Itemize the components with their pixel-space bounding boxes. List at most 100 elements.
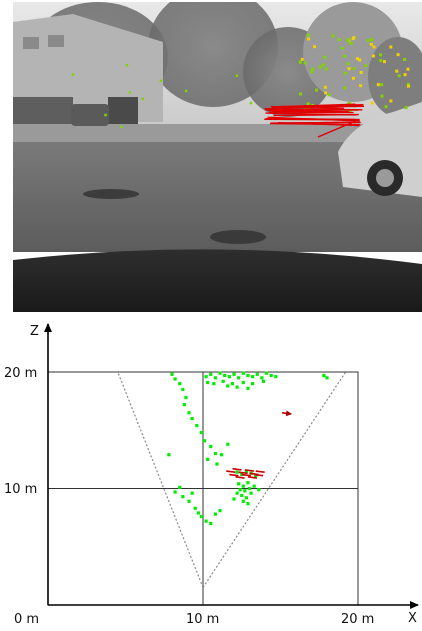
plot-grid	[47, 371, 359, 606]
flow-feature	[141, 97, 144, 101]
flow-feature	[359, 84, 363, 88]
flow-feature	[324, 67, 328, 71]
flow-feature	[379, 59, 383, 63]
flow-vector-moving	[265, 118, 360, 121]
z-axis-label: Z	[30, 324, 39, 339]
flow-feature	[311, 67, 315, 71]
static-point	[226, 442, 230, 446]
static-point	[187, 499, 191, 503]
distant-car	[71, 104, 109, 126]
flow-feature	[371, 54, 375, 58]
static-point	[206, 457, 210, 461]
parked-car	[338, 102, 422, 197]
static-point	[218, 371, 222, 375]
flow-feature	[383, 60, 387, 64]
static-point	[178, 382, 182, 386]
flow-feature	[307, 37, 311, 41]
static-point	[244, 496, 248, 500]
static-point	[232, 372, 236, 376]
x-tick-0: 0 m	[14, 612, 39, 627]
static-point	[255, 372, 259, 376]
static-point	[226, 384, 230, 388]
flow-feature	[389, 99, 393, 103]
flow-feature	[313, 45, 317, 49]
flow-feature	[397, 74, 401, 78]
x-tick-10: 10 m	[186, 612, 219, 627]
static-point	[206, 380, 210, 385]
static-point	[237, 482, 241, 486]
flow-feature	[351, 76, 355, 80]
flow-feature	[370, 38, 374, 42]
flow-feature	[337, 38, 341, 42]
flow-feature	[128, 91, 132, 94]
static-point	[241, 371, 245, 375]
moving-point-vector	[229, 473, 239, 477]
static-point	[238, 488, 242, 492]
flow-feature	[348, 109, 352, 113]
static-point	[178, 485, 182, 489]
moving-point-vector	[226, 470, 236, 474]
static-point	[223, 373, 227, 378]
static-point	[193, 506, 197, 510]
flow-feature	[298, 92, 302, 96]
moving-point-vector	[281, 410, 293, 417]
flow-feature	[351, 37, 355, 41]
moving-point-vector	[244, 469, 254, 472]
static-point	[235, 385, 239, 389]
flow-feature	[356, 57, 360, 61]
static-point	[247, 486, 252, 491]
static-point	[204, 519, 208, 523]
frustum-left-edge	[117, 371, 204, 588]
static-point	[274, 375, 278, 379]
flow-feature	[349, 42, 353, 46]
static-point	[167, 453, 171, 457]
point-cloud	[167, 371, 329, 526]
static-point	[204, 375, 208, 379]
flow-vector-moving	[317, 119, 359, 138]
static-point	[251, 382, 255, 386]
camera-frustum	[117, 371, 347, 588]
static-point	[230, 382, 235, 386]
flow-feature	[159, 79, 163, 83]
flow-feature	[358, 58, 362, 62]
flow-feature	[403, 57, 407, 61]
flow-feature	[347, 67, 351, 71]
static-point	[235, 470, 239, 474]
flow-feature	[369, 42, 373, 46]
flow-feature	[306, 102, 310, 106]
static-point	[240, 493, 244, 498]
flow-feature	[300, 57, 304, 61]
drain	[210, 230, 266, 244]
static-point	[181, 495, 185, 499]
flow-feature	[395, 69, 399, 73]
static-point	[237, 376, 241, 380]
optical-flow-overlay	[71, 33, 410, 138]
flow-feature	[389, 45, 393, 49]
moving-point-vector	[232, 467, 242, 471]
flow-vector-moving	[271, 105, 365, 109]
static-point	[243, 489, 247, 493]
static-point	[221, 379, 225, 383]
flow-feature	[343, 71, 347, 75]
flow-feature	[403, 73, 407, 77]
static-point	[235, 491, 239, 495]
z-tick-20: 20 m	[4, 366, 37, 381]
flow-feature	[352, 67, 356, 71]
moving-point-vector	[238, 471, 248, 475]
flow-feature	[343, 86, 347, 90]
static-point	[252, 484, 256, 488]
static-point	[190, 417, 194, 421]
flow-feature	[306, 33, 310, 37]
flow-feature	[321, 63, 325, 67]
static-point	[213, 376, 217, 380]
static-point	[227, 375, 231, 379]
moving-point-vector	[235, 476, 245, 479]
static-point	[246, 481, 250, 485]
static-point	[218, 509, 222, 513]
static-point	[261, 379, 266, 383]
flow-feature	[406, 67, 410, 71]
static-point	[209, 521, 213, 526]
flow-feature	[318, 65, 322, 69]
static-point	[184, 396, 188, 400]
flow-feature	[380, 94, 384, 98]
